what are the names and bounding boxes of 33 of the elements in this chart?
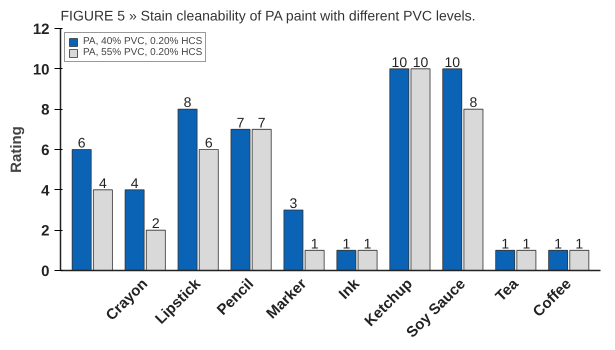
data-label: 3 bbox=[290, 195, 298, 211]
data-label: 7 bbox=[258, 114, 266, 130]
y-axis-title: Rating bbox=[8, 126, 25, 173]
data-label: 2 bbox=[152, 215, 160, 232]
legend-label: PA, 40% PVC, 0.20% HCS bbox=[83, 36, 202, 47]
y-tick-label: 4 bbox=[41, 182, 50, 200]
data-label: 1 bbox=[310, 235, 319, 252]
x-tick-label: Tea bbox=[492, 275, 522, 305]
legend-label: PA, 55% PVC, 0.20% HCS bbox=[83, 47, 202, 58]
y-tick-label: 8 bbox=[41, 102, 50, 119]
data-label: 1 bbox=[522, 235, 530, 252]
data-label: 10 bbox=[392, 54, 408, 70]
y-tick-label: 6 bbox=[41, 142, 50, 159]
data-label: 7 bbox=[236, 114, 245, 130]
data-label: 1 bbox=[575, 235, 584, 252]
data-label: 1 bbox=[554, 235, 562, 252]
data-label: 6 bbox=[204, 134, 213, 150]
data-label: 8 bbox=[470, 94, 478, 110]
data-label: 4 bbox=[98, 174, 107, 191]
data-label: 10 bbox=[412, 54, 428, 70]
data-label: 1 bbox=[501, 235, 510, 252]
y-tick-label: 0 bbox=[41, 263, 50, 280]
data-label: 1 bbox=[342, 235, 350, 252]
chart-title: FIGURE 5 » Stain cleanability of PA paint with different PVC levels. bbox=[60, 8, 476, 24]
data-label: 10 bbox=[444, 54, 460, 70]
data-label: 8 bbox=[184, 94, 192, 110]
data-label: 4 bbox=[130, 174, 139, 191]
y-tick-label: 12 bbox=[32, 21, 50, 38]
data-label: 6 bbox=[78, 134, 86, 150]
data-label: 1 bbox=[364, 235, 372, 252]
y-tick-label: 2 bbox=[41, 222, 50, 240]
y-tick-label: 10 bbox=[32, 61, 50, 78]
x-tick-label: Ink bbox=[336, 275, 364, 303]
